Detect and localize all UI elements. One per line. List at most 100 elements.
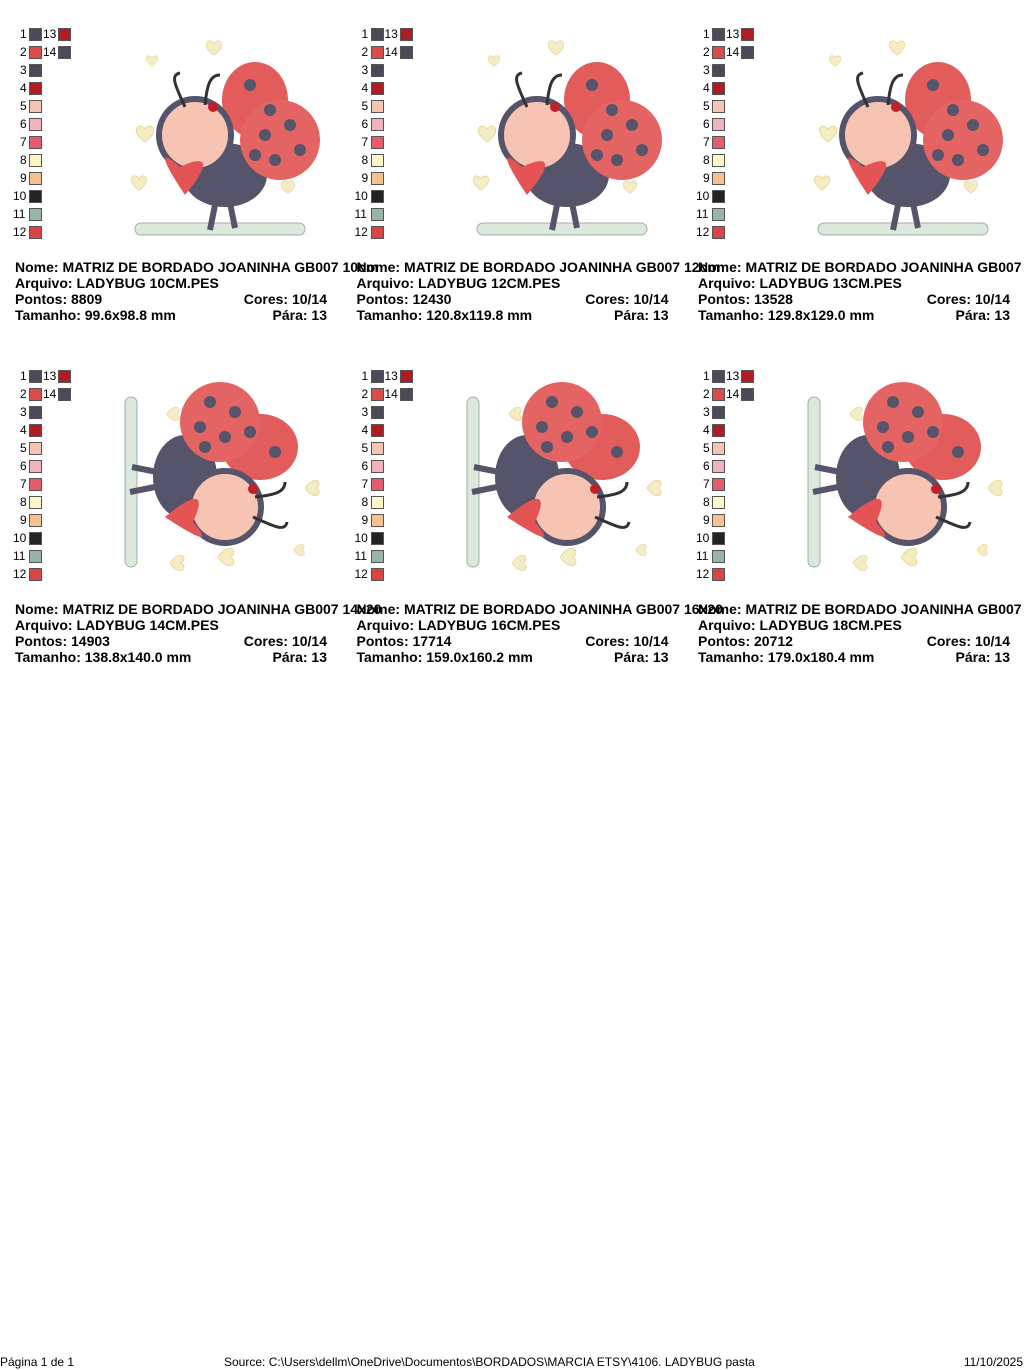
color-number: 12 xyxy=(354,225,368,239)
design-points: Pontos: 14903 xyxy=(15,633,110,649)
color-swatch xyxy=(29,514,42,527)
color-swatch xyxy=(712,442,725,455)
color-swatch xyxy=(370,442,384,455)
color-swatch xyxy=(712,172,725,185)
color-number: 4 xyxy=(361,81,369,95)
color-swatch xyxy=(712,64,725,77)
color-number: 10 xyxy=(354,531,368,545)
design-image xyxy=(457,35,667,245)
color-number: 1 xyxy=(20,27,27,41)
color-number: 7 xyxy=(20,477,27,491)
design-stops: Pára: 13 xyxy=(272,649,327,665)
color-number: 7 xyxy=(703,477,710,491)
color-number: 5 xyxy=(703,441,710,455)
color-number: 9 xyxy=(20,171,27,185)
color-number: 6 xyxy=(703,459,710,473)
color-number: 13 xyxy=(384,27,398,41)
color-swatch xyxy=(712,190,725,203)
color-number: 9 xyxy=(361,171,369,185)
color-number: 12 xyxy=(696,567,710,581)
color-swatch xyxy=(29,46,42,59)
color-number: 12 xyxy=(354,567,368,581)
color-number: 2 xyxy=(361,45,369,59)
color-swatch xyxy=(399,46,413,59)
color-number: 7 xyxy=(361,477,369,491)
design-name: Nome: MATRIZ DE BORDADO JOANINHA GB007 1… xyxy=(356,601,723,617)
design-image xyxy=(115,35,325,245)
color-swatch xyxy=(370,388,384,401)
design-image xyxy=(798,377,1008,587)
design-file: Arquivo: LADYBUG 16CM.PES xyxy=(356,617,561,633)
color-swatch xyxy=(29,460,42,473)
color-number: 13 xyxy=(726,27,740,41)
color-number: 1 xyxy=(361,27,369,41)
design-stops: Pára: 13 xyxy=(955,307,1010,323)
design-stops: Pára: 13 xyxy=(614,307,669,323)
color-number: 8 xyxy=(20,153,27,167)
color-swatch xyxy=(370,370,384,383)
color-number: 14 xyxy=(43,45,57,59)
design-name: Nome: MATRIZ DE BORDADO JOANINHA GB007 1… xyxy=(15,601,382,617)
color-number: 12 xyxy=(13,567,27,581)
color-number: 8 xyxy=(20,495,27,509)
design-stops: Pára: 13 xyxy=(614,649,669,665)
color-swatch xyxy=(29,28,42,41)
color-number: 7 xyxy=(703,135,710,149)
color-swatch xyxy=(712,532,725,545)
color-swatch xyxy=(741,28,754,41)
color-swatch xyxy=(29,154,42,167)
color-swatch xyxy=(58,388,71,401)
design-stops: Pára: 13 xyxy=(272,307,327,323)
color-number: 8 xyxy=(703,495,710,509)
design-colors: Cores: 10/14 xyxy=(243,633,327,649)
design-size: Tamanho: 99.6x98.8 mm xyxy=(15,307,176,323)
color-swatch xyxy=(712,550,725,563)
color-swatch xyxy=(712,154,725,167)
color-swatch xyxy=(370,460,384,473)
color-swatch xyxy=(370,118,384,131)
color-swatch xyxy=(399,370,413,383)
color-number: 10 xyxy=(696,189,710,203)
color-number: 10 xyxy=(696,531,710,545)
color-number: 2 xyxy=(703,387,710,401)
color-swatch xyxy=(29,82,42,95)
design-file: Arquivo: LADYBUG 10CM.PES xyxy=(15,275,219,291)
color-swatch xyxy=(370,514,384,527)
color-number: 13 xyxy=(43,27,57,41)
design-name: Nome: MATRIZ DE BORDADO JOANINHA GB007 1… xyxy=(698,601,1024,617)
color-number: 8 xyxy=(361,495,369,509)
color-swatch xyxy=(29,136,42,149)
color-number: 6 xyxy=(20,117,27,131)
color-swatch xyxy=(58,370,71,383)
color-number: 11 xyxy=(354,207,367,221)
design-points: Pontos: 13528 xyxy=(698,291,793,307)
color-number: 14 xyxy=(726,387,740,401)
color-number: 6 xyxy=(361,117,369,131)
design-file: Arquivo: LADYBUG 12CM.PES xyxy=(356,275,561,291)
color-swatch xyxy=(399,28,413,41)
design-size: Tamanho: 120.8x119.8 mm xyxy=(356,307,533,323)
color-number: 4 xyxy=(20,81,27,95)
color-number: 14 xyxy=(384,387,398,401)
color-swatch xyxy=(712,370,725,383)
color-swatch xyxy=(370,28,384,41)
color-number: 14 xyxy=(384,45,398,59)
color-swatch xyxy=(712,118,725,131)
color-number: 10 xyxy=(354,189,368,203)
color-swatch xyxy=(370,406,384,419)
color-swatch xyxy=(370,190,384,203)
footer-date: 11/10/2025 xyxy=(963,1355,1023,1369)
color-number: 4 xyxy=(703,81,710,95)
color-swatch xyxy=(29,208,42,221)
color-swatch xyxy=(712,424,725,437)
color-number: 3 xyxy=(361,63,369,77)
design-colors: Cores: 10/14 xyxy=(926,633,1010,649)
color-swatch xyxy=(370,478,384,491)
color-number: 1 xyxy=(703,369,710,383)
color-number: 1 xyxy=(361,369,369,383)
color-number: 5 xyxy=(361,99,369,113)
color-number: 6 xyxy=(361,459,369,473)
color-swatch xyxy=(29,388,42,401)
design-size: Tamanho: 138.8x140.0 mm xyxy=(15,649,192,665)
